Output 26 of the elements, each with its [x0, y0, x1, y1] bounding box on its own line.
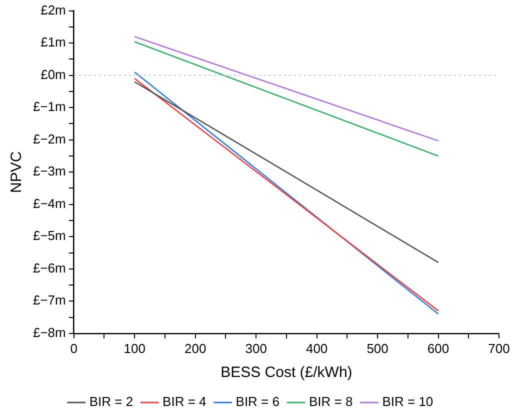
legend-label: BIR = 6	[236, 394, 280, 410]
x-tick-label: 300	[245, 340, 267, 356]
x-tick-label: 0	[70, 340, 78, 356]
y-tick-label: £−3m	[32, 164, 66, 179]
y-tick-label: £−2m	[32, 131, 66, 146]
y-tick-label: £−6m	[32, 260, 66, 276]
x-tick-label: 400	[306, 340, 328, 356]
x-tick-label: 700	[488, 340, 510, 356]
y-tick-label: £−4m	[32, 196, 66, 211]
x-tick-label: 100	[124, 340, 146, 356]
x-tick-label: 500	[366, 340, 388, 356]
x-tick-label: 200	[184, 340, 206, 356]
y-tick-label: £1m	[40, 34, 66, 50]
legend-label: BIR = 8	[308, 394, 353, 410]
y-tick-label: £0m	[40, 66, 66, 82]
y-tick-label: £2m	[40, 2, 66, 18]
y-tick-label: £−1m	[32, 99, 66, 114]
y-tick-label: £−8m	[32, 324, 66, 340]
legend-label: BIR = 10	[382, 394, 434, 410]
x-tick-label: 600	[427, 340, 450, 356]
y-tick-label: £−7m	[32, 292, 66, 308]
legend-label: BIR = 4	[162, 394, 206, 410]
y-tick-label: £−5m	[32, 228, 66, 244]
y-axis-title: NPVC	[8, 151, 26, 193]
legend-label: BIR = 2	[89, 394, 134, 410]
x-axis-title: BESS Cost (£/kWh)	[220, 364, 352, 382]
